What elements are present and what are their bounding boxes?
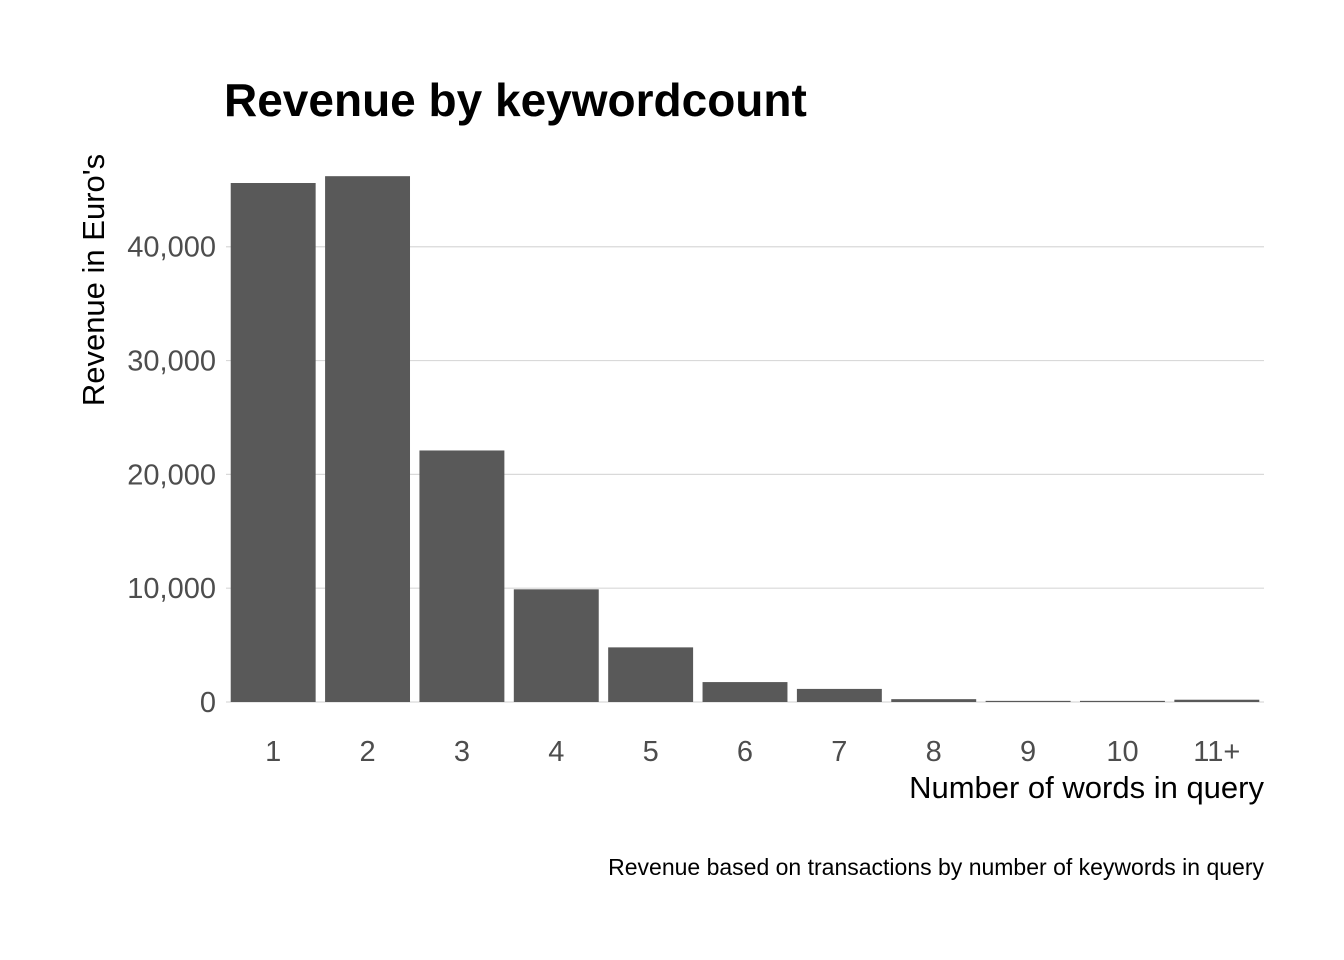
bar [513, 589, 599, 702]
x-tick-label: 9 [1020, 736, 1036, 768]
x-axis-ticks: 1 2 3 4 5 6 7 8 9 10 11+ [265, 736, 1240, 768]
bar [608, 647, 694, 702]
x-tick-label: 10 [1106, 736, 1138, 768]
x-tick-label: 7 [831, 736, 847, 768]
bar [796, 688, 882, 702]
bar [985, 700, 1071, 702]
y-tick-label: 30,000 [127, 346, 216, 378]
y-tick-label: 10,000 [127, 573, 216, 605]
bars [230, 176, 1260, 703]
y-axis-title: Revenue in Euro's [76, 154, 111, 406]
x-tick-label: 1 [265, 736, 281, 768]
x-tick-label: 8 [926, 736, 942, 768]
bar [230, 183, 316, 703]
bar [891, 699, 977, 702]
bar [419, 450, 505, 702]
y-tick-label: 40,000 [127, 232, 216, 264]
y-tick-label: 20,000 [127, 459, 216, 491]
x-tick-label: 4 [548, 736, 564, 768]
y-tick-label: 0 [200, 687, 216, 719]
chart-caption: Revenue based on transactions by number … [608, 854, 1264, 880]
x-tick-label: 5 [643, 736, 659, 768]
y-axis-ticks: 0 10,000 20,000 30,000 40,000 [127, 232, 216, 719]
bar [1079, 700, 1165, 702]
bar [1174, 699, 1260, 702]
x-tick-label: 3 [454, 736, 470, 768]
x-tick-label: 2 [359, 736, 375, 768]
bar [325, 176, 411, 703]
x-tick-label: 6 [737, 736, 753, 768]
chart-title: Revenue by keywordcount [224, 74, 807, 126]
x-axis-title: Number of words in query [909, 770, 1264, 805]
bar [702, 682, 788, 702]
x-tick-label: 11+ [1193, 736, 1240, 768]
